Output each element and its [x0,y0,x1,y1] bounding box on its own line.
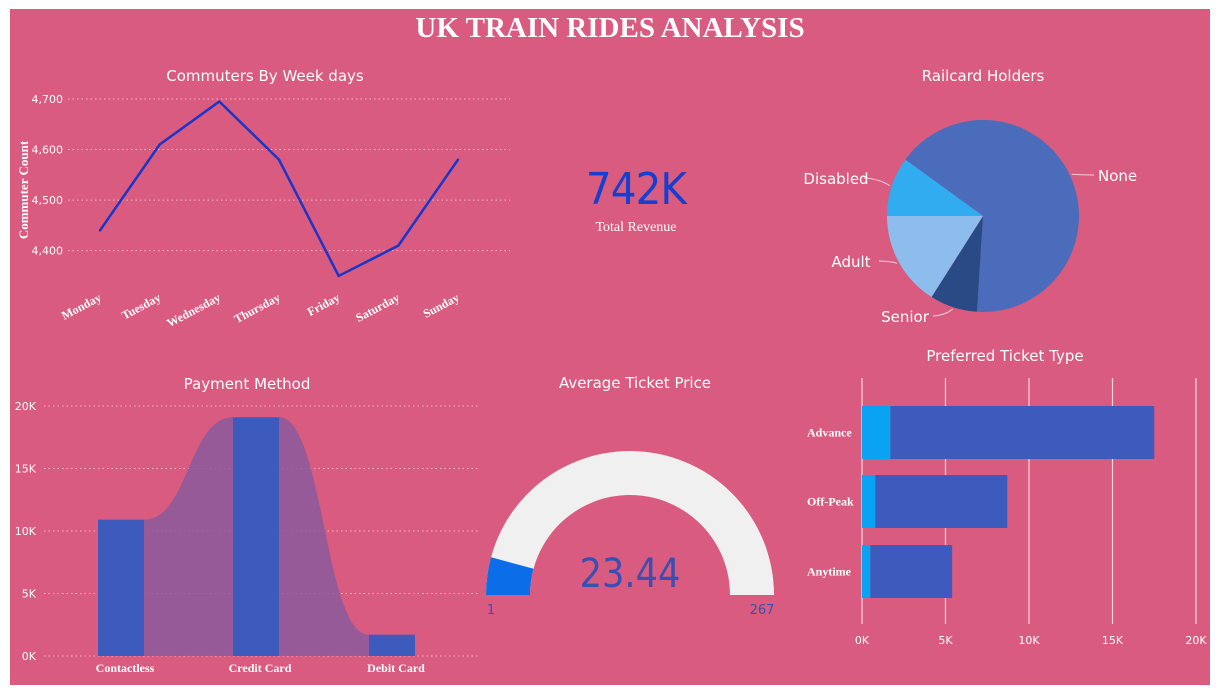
payment-y-tick-label: 20K [15,400,37,413]
railcard-slice-label: None [1098,167,1137,185]
ticket-y-tick-label: Anytime [807,565,852,579]
payment-y-tick-label: 10K [15,525,37,538]
ticket-x-tick-label: 20K [1185,634,1207,647]
weekday-y-tick-label: 4,700 [32,93,64,106]
ticket-x-tick-label: 10K [1018,634,1040,647]
ticket-x-tick-label: 5K [938,634,953,647]
gauge-fill [486,557,534,595]
ticket-bar-segment-b [890,406,1155,459]
weekday-x-tick-label: Sunday [421,290,462,321]
railcard-slice-label: Senior [881,308,930,326]
gauge-value-label: 23.44 [580,550,681,597]
gauge-track [486,451,774,595]
weekday-data-point [456,158,460,161]
payment-x-tick-label: Debit Card [367,661,425,675]
gauge-chart-title: Average Ticket Price [558,374,712,392]
weekday-x-tick-label: Friday [305,290,342,319]
railcard-slice-label: Adult [831,253,870,271]
railcard-chart-title: Railcard Holders [921,67,1045,85]
weekday-x-tick-label: Wednesday [164,290,222,330]
railcard-slice-senior [931,216,983,312]
payment-bar-credit-card [233,417,279,656]
railcard-slice-adult [887,216,983,298]
weekday-data-point [397,244,400,247]
weekday-x-tick-label: Saturday [353,290,401,325]
weekday-y-tick-label: 4,400 [32,245,64,258]
payment-y-tick-label: 15K [15,463,37,476]
payment-bar-debit-card [369,634,415,656]
weekday-y-tick-label: 4,600 [32,144,64,157]
weekday-y-axis-label: Commuter Count [16,140,31,239]
weekday-data-point [337,274,340,278]
weekday-data-point [98,229,102,232]
ticket-bar-segment-b [870,545,953,598]
payment-y-tick-label: 0K [22,650,37,663]
payment-x-tick-label: Credit Card [229,661,292,675]
weekday-chart-title: Commuters By Week days [166,67,364,85]
railcard-slice-disabled [887,159,983,216]
weekday-line-chart: 4,400 4,500 4,600 4,700 Monday Tuesday Wednesd… [16,93,510,330]
railcard-leader-line [863,177,891,187]
payment-y-tick-label: 5K [22,588,37,601]
ticket-chart-title: Preferred Ticket Type [926,347,1084,365]
ticket-x-tick-label: 0K [855,634,870,647]
railcard-leader-line [1071,173,1095,176]
ticket-bar-segment-a [862,545,871,598]
ticket-bar-segment-b [875,475,1008,528]
weekday-data-point [218,100,221,103]
railcard-slice-none [905,119,1079,312]
weekday-x-tick-label: Monday [59,290,103,322]
ticket-y-tick-label: Advance [807,426,852,440]
weekday-y-tick-label: 4,500 [32,194,64,207]
weekday-x-tick-label: Tuesday [119,290,163,322]
weekday-data-point [277,158,281,161]
railcard-slice-label: Disabled [803,170,868,188]
total-revenue-label: Total Revenue [595,220,677,235]
ticket-x-tick-label: 15K [1102,634,1124,647]
ticket-type-bar-chart: 0K 5K 10K 15K 20K Advance Off-Peak Anytime [807,378,1207,647]
railcard-leader-line [932,308,954,317]
payment-chart-title: Payment Method [183,375,311,393]
ticket-bar-segment-a [862,406,891,459]
ticket-bar-segment-a [862,475,876,528]
dashboard-title: UK TRAIN RIDES ANALYSIS [415,12,805,44]
payment-x-tick-label: Contactless [96,661,155,675]
railcard-pie-chart: None Senior Adult Disabled [803,119,1137,326]
ticket-y-tick-label: Off-Peak [807,495,854,509]
weekday-data-point [158,143,161,146]
payment-bar-chart: 0K 5K 10K 15K 20K Contactless Credit Card Debit… [15,400,478,675]
payment-bar-contactless [98,519,144,656]
total-revenue-value: 742K [585,164,687,215]
railcard-leader-line [878,260,898,264]
ticket-price-gauge: 23.44 1 267 [486,451,774,618]
gauge-min-label: 1 [487,603,495,618]
weekday-series-line [98,100,460,278]
gauge-max-label: 267 [750,603,775,618]
weekday-x-tick-label: Thursday [232,290,283,326]
